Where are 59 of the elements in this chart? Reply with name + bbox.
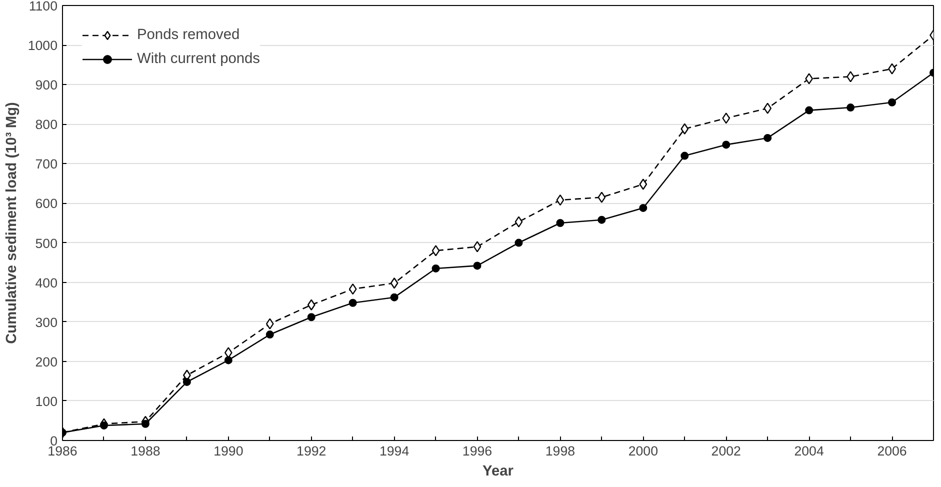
- point: [722, 140, 730, 149]
- point: [722, 112, 730, 124]
- point: [639, 204, 648, 212]
- point: [598, 216, 606, 224]
- x-tick-label: 2002: [711, 444, 741, 458]
- point: [764, 134, 772, 142]
- point: [182, 378, 191, 386]
- y-tick-label: 800: [35, 117, 58, 132]
- point: [473, 262, 482, 270]
- y-axis-title: Cumulative sediment load (10³ Mg): [4, 102, 20, 344]
- y-tick-label: 100: [35, 394, 58, 409]
- point: [639, 178, 648, 190]
- point: [556, 219, 564, 227]
- point: [390, 278, 398, 289]
- point: [473, 241, 482, 252]
- point: [266, 330, 274, 339]
- y-tick-label: 1100: [28, 0, 58, 14]
- point: [390, 293, 398, 302]
- point: [764, 102, 772, 114]
- x-tick-label: 2004: [794, 444, 824, 458]
- x-tick-label: 1988: [130, 444, 160, 458]
- point: [680, 123, 689, 134]
- y-tick-label: 400: [35, 275, 58, 290]
- point: [888, 98, 896, 106]
- point: [348, 298, 357, 307]
- y-tick-label: 1000: [28, 38, 58, 54]
- x-tick-label: 1990: [214, 444, 244, 458]
- point: [432, 245, 440, 256]
- point: [514, 238, 523, 247]
- legend-label: With current ponds: [137, 51, 260, 67]
- x-tick-label: 1992: [296, 444, 326, 458]
- legend-label: Ponds removed: [137, 27, 240, 43]
- point: [846, 104, 855, 112]
- point: [348, 283, 357, 295]
- point: [805, 106, 814, 114]
- point: [598, 192, 606, 203]
- x-tick-label: 2000: [628, 444, 658, 458]
- y-tick-label: 300: [35, 314, 58, 330]
- point: [307, 313, 316, 322]
- point: [680, 152, 689, 160]
- y-tick-label: 900: [35, 78, 58, 93]
- point: [307, 299, 316, 310]
- x-tick-label: 1996: [462, 444, 492, 458]
- point: [224, 356, 232, 364]
- y-tick-label: 600: [35, 196, 58, 212]
- point: [805, 73, 814, 84]
- point: [432, 264, 440, 272]
- x-tick-label: 2006: [877, 444, 907, 458]
- x-tick-label: 1994: [379, 444, 410, 458]
- point: [141, 420, 150, 428]
- y-tick-label: 200: [35, 354, 58, 370]
- y-tick-label: 500: [35, 236, 58, 251]
- y-tick-label: 700: [35, 156, 58, 172]
- point: [100, 421, 108, 430]
- point: [556, 194, 564, 206]
- point: [266, 318, 274, 330]
- x-axis-title: Year: [482, 464, 514, 480]
- point: [514, 216, 523, 228]
- x-tick-label: 1998: [545, 444, 576, 458]
